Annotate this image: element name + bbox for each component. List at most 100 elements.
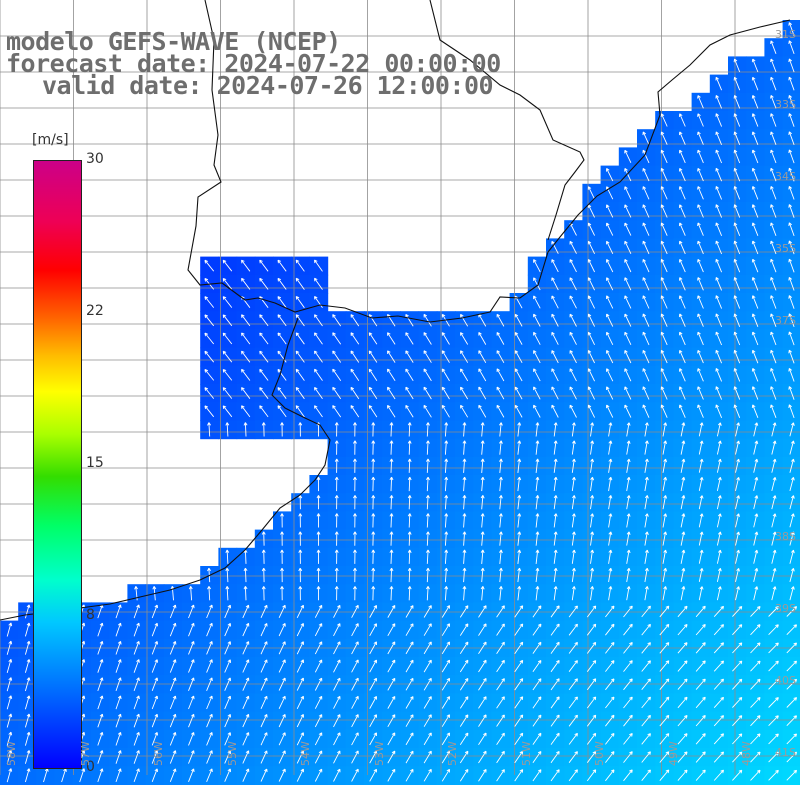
- wind-arrow: [786, 751, 798, 763]
- wind-arrow: [606, 313, 614, 327]
- wind-arrow: [569, 404, 577, 418]
- wind-arrow: [750, 642, 761, 654]
- wind-arrow: [571, 422, 576, 437]
- wind-arrow: [462, 476, 467, 492]
- wind-arrow: [788, 40, 795, 55]
- wind-arrow: [277, 296, 287, 308]
- wind-arrow: [405, 641, 414, 655]
- wind-arrow: [353, 422, 357, 437]
- wind-arrow: [715, 386, 723, 400]
- wind-arrow: [677, 714, 688, 727]
- wind-arrow: [568, 732, 578, 745]
- wind-arrow: [459, 732, 469, 746]
- wind-arrow: [133, 677, 140, 692]
- wind-arrow: [770, 40, 777, 54]
- wind-arrow: [768, 697, 779, 708]
- wind-arrow: [678, 186, 686, 200]
- wind-arrow: [295, 277, 305, 290]
- wind-arrow: [242, 750, 250, 764]
- wind-arrow: [517, 495, 522, 510]
- wind-arrow: [499, 513, 503, 528]
- wind-arrow: [316, 531, 321, 546]
- wind-arrow: [770, 277, 777, 291]
- wind-arrow: [351, 732, 359, 746]
- wind-arrow: [568, 751, 578, 763]
- wind-arrow: [768, 606, 779, 617]
- wind-arrow: [590, 458, 595, 473]
- wind-arrow: [532, 623, 542, 636]
- wind-arrow: [660, 149, 668, 164]
- wind-arrow: [732, 678, 743, 690]
- wind-arrow: [242, 713, 250, 728]
- wind-arrow: [441, 641, 451, 655]
- wind-arrow: [586, 605, 597, 618]
- wind-arrow: [224, 622, 232, 637]
- wind-arrow: [6, 695, 13, 710]
- wind-arrow: [662, 440, 668, 455]
- wind-arrow: [207, 586, 211, 601]
- wind-arrow: [680, 549, 686, 564]
- coastline: [187, 0, 791, 323]
- wind-arrow: [517, 549, 522, 564]
- wind-arrow: [733, 277, 741, 291]
- wind-arrow: [499, 567, 503, 583]
- wind-arrow: [295, 368, 305, 381]
- wind-arrow: [535, 567, 540, 583]
- wind-arrow: [550, 605, 560, 618]
- wind-arrow: [533, 368, 541, 382]
- wind-arrow: [733, 113, 741, 127]
- wind-arrow: [444, 440, 449, 455]
- wind-arrow: [587, 295, 596, 309]
- wind-arrow: [387, 641, 396, 655]
- wind-arrow: [496, 332, 505, 345]
- wind-arrow: [641, 623, 651, 636]
- wind-arrow: [6, 731, 13, 746]
- wind-arrow: [771, 586, 777, 601]
- wind-arrow: [753, 568, 759, 583]
- wind-arrow: [405, 768, 414, 782]
- wind-arrow: [751, 113, 759, 127]
- wind-arrow: [24, 750, 31, 764]
- lat-label: 38S: [775, 530, 796, 543]
- wind-arrow: [788, 222, 795, 237]
- wind-arrow: [296, 750, 304, 764]
- wind-arrow: [206, 732, 213, 746]
- wind-arrow: [514, 605, 524, 618]
- wind-arrow: [334, 422, 339, 437]
- wind-arrow: [298, 422, 303, 437]
- wind-arrow: [659, 678, 670, 690]
- wind-arrow: [551, 331, 559, 345]
- wind-arrow: [460, 332, 469, 345]
- wind-arrow: [462, 495, 467, 510]
- wind-arrow: [753, 422, 759, 437]
- wind-arrow: [623, 641, 633, 654]
- wind-arrow: [387, 605, 396, 618]
- wind-arrow: [732, 696, 743, 708]
- wind-arrow: [280, 567, 284, 583]
- wind-arrow: [660, 240, 668, 255]
- wind-arrow: [387, 732, 396, 746]
- wind-arrow: [188, 604, 195, 619]
- wind-arrow: [169, 713, 177, 728]
- wind-arrow: [478, 350, 487, 364]
- wind-arrow: [405, 696, 414, 709]
- wind-arrow: [225, 567, 230, 583]
- wind-arrow: [225, 422, 230, 437]
- wind-arrow: [225, 549, 230, 564]
- wind-arrow: [426, 513, 430, 528]
- wind-arrow: [786, 624, 798, 636]
- wind-arrow: [660, 313, 668, 327]
- wind-arrow: [571, 513, 576, 528]
- wind-arrow: [751, 58, 759, 73]
- wind-arrow: [605, 714, 615, 727]
- wind-arrow: [314, 641, 323, 655]
- wind-arrow: [770, 295, 777, 309]
- wind-arrow: [389, 531, 394, 546]
- wind-arrow: [533, 386, 541, 400]
- wind-arrow: [478, 732, 487, 746]
- wind-arrow: [605, 678, 615, 691]
- wind-arrow: [441, 768, 451, 782]
- wind-arrow: [423, 332, 432, 345]
- wind-arrow: [735, 477, 740, 492]
- wind-arrow: [641, 714, 651, 727]
